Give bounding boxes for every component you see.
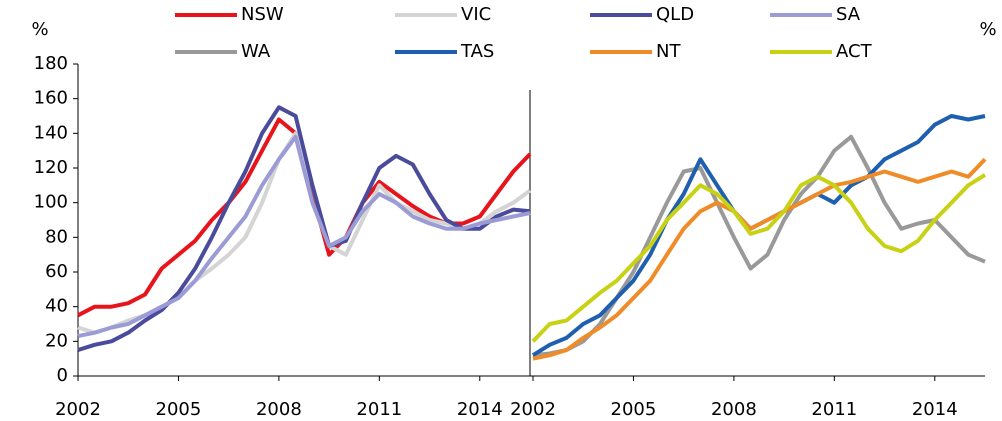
legend-label: SA <box>836 4 861 25</box>
legend-label: NSW <box>241 4 284 25</box>
series-line <box>531 173 987 343</box>
legend-label: TAS <box>460 41 494 62</box>
y-tick-label: 160 <box>34 88 68 109</box>
x-tick-label: 2002 <box>55 399 101 420</box>
legend-label: QLD <box>656 4 694 25</box>
legend-label: ACT <box>836 41 873 62</box>
y-axis-label: % <box>31 19 48 40</box>
y-axis-label: % <box>979 19 996 40</box>
x-tick-label: 2002 <box>510 399 556 420</box>
x-tick-label: 2008 <box>711 399 757 420</box>
x-tick-label: 2014 <box>912 399 958 420</box>
y-tick-label: 20 <box>45 330 68 351</box>
x-tick-label: 2011 <box>356 399 402 420</box>
series-line <box>532 134 986 358</box>
x-tick-label: 2005 <box>611 399 657 420</box>
y-tick-label: 180 <box>34 53 68 74</box>
legend-label: VIC <box>461 4 491 25</box>
y-tick-label: 120 <box>34 157 68 178</box>
series-line <box>77 105 531 352</box>
y-tick-label: 80 <box>45 226 68 247</box>
legend-label: WA <box>241 41 271 62</box>
x-tick-label: 2014 <box>457 399 503 420</box>
series-line <box>77 134 531 339</box>
x-tick-label: 2011 <box>811 399 857 420</box>
x-tick-label: 2008 <box>256 399 302 420</box>
x-tick-label: 2005 <box>156 399 202 420</box>
legend-label: NT <box>656 41 681 62</box>
y-tick-label: 140 <box>34 122 68 143</box>
series-line <box>532 157 987 361</box>
y-tick-label: 0 <box>57 365 68 386</box>
y-tick-label: 40 <box>45 296 68 317</box>
y-tick-label: 60 <box>45 261 68 282</box>
y-tick-label: 100 <box>34 192 68 213</box>
